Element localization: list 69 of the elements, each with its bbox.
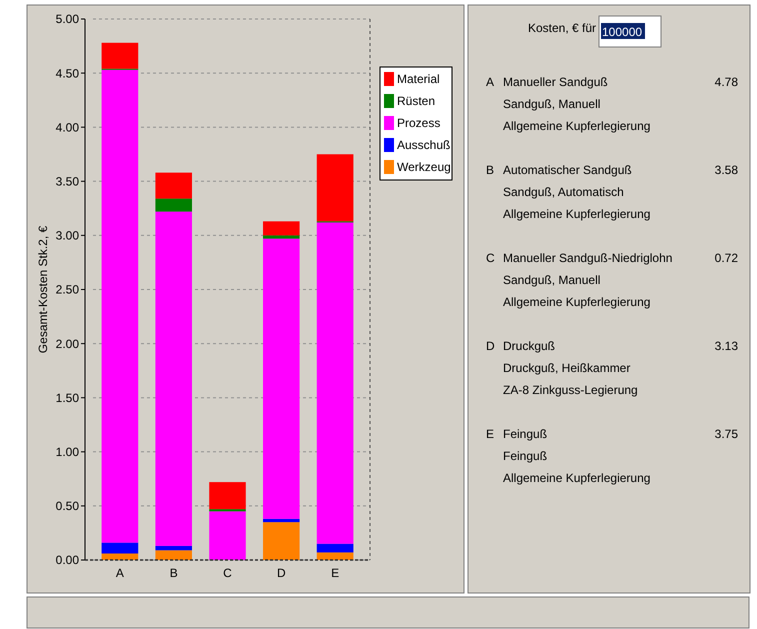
- bar: [155, 550, 192, 560]
- text: Automatischer Sandguß: [503, 163, 632, 178]
- y-tick-label: 4.00: [56, 120, 80, 134]
- bar: [316, 154, 354, 222]
- text: Sandguß, Manuell: [503, 97, 600, 112]
- legend-label: Ausschuß: [397, 138, 450, 152]
- text: Sandguß, Automatisch: [503, 185, 624, 200]
- y-tick-label: 4.50: [56, 66, 80, 80]
- text: ZA-8 Zinkguss-Legierung: [503, 383, 638, 398]
- y-tick-label: 1.00: [56, 445, 80, 459]
- bar: [263, 221, 300, 236]
- bar: [263, 238, 300, 519]
- bar: [316, 552, 354, 560]
- bar: [155, 546, 192, 550]
- text: Allgemeine Kupferlegierung: [503, 207, 650, 222]
- y-tick-label: 3.00: [56, 228, 80, 243]
- bar: [155, 172, 192, 199]
- bar: [316, 544, 354, 552]
- legend-label: Werkzeug: [397, 160, 451, 174]
- bar: [263, 522, 300, 560]
- text: E: [486, 427, 494, 442]
- text: Allgemeine Kupferlegierung: [503, 119, 650, 134]
- y-tick-label: 2.00: [56, 336, 80, 351]
- text: 0.72: [714, 251, 738, 266]
- bar: [209, 482, 246, 510]
- y-tick-label: 1.50: [56, 390, 80, 405]
- text: 3.58: [714, 163, 738, 178]
- y-tick-label: 0.00: [56, 553, 80, 568]
- text: Manueller Sandguß-Niedriglohn: [503, 251, 672, 266]
- y-axis-title: Gesamt-Kosten Stk.2, €: [36, 225, 50, 354]
- legend-label: Material: [397, 72, 440, 86]
- bar: [209, 511, 246, 560]
- x-tick-label: C: [223, 566, 232, 580]
- text: A: [486, 75, 494, 90]
- y-tick-label: 5.00: [56, 12, 80, 26]
- text: Sandguß, Manuell: [503, 273, 600, 288]
- text: Allgemeine Kupferlegierung: [503, 471, 650, 486]
- legend-label: Prozess: [397, 116, 440, 130]
- legend-label: Rüsten: [397, 94, 436, 108]
- text: Feinguß: [503, 427, 548, 442]
- bar: [102, 554, 138, 560]
- bar: [155, 212, 192, 546]
- text: 100000: [602, 25, 642, 40]
- bar: [155, 198, 192, 212]
- bar: [263, 518, 300, 522]
- x-tick-label: D: [276, 566, 286, 580]
- x-tick-label: A: [116, 566, 124, 580]
- text: Druckguß: [503, 339, 556, 354]
- bar: [263, 235, 300, 239]
- y-tick-label: 3.50: [56, 174, 80, 188]
- bar: [102, 70, 138, 543]
- bar: [102, 42, 138, 69]
- text: Allgemeine Kupferlegierung: [503, 295, 650, 310]
- text: B: [486, 163, 494, 178]
- text: Feinguß: [503, 449, 548, 464]
- text: Druckguß, Heißkammer: [503, 361, 630, 376]
- x-tick-label: E: [331, 566, 340, 580]
- text: Manueller Sandguß: [503, 75, 608, 90]
- bar: [102, 542, 138, 554]
- text: 4.78: [714, 75, 738, 90]
- text: Kosten, € für: [528, 21, 596, 35]
- y-tick-label: 0.50: [56, 499, 80, 514]
- x-tick-label: B: [170, 566, 178, 580]
- y-tick-label: 2.50: [56, 282, 80, 297]
- bar: [316, 222, 354, 544]
- text: 3.13: [714, 339, 738, 354]
- text: 3.75: [714, 427, 738, 442]
- text: D: [486, 339, 495, 354]
- text: C: [486, 251, 495, 266]
